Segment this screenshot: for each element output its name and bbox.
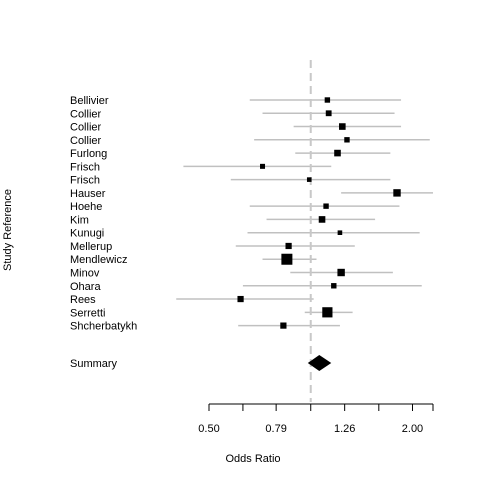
- point-estimate-marker: [323, 203, 329, 209]
- x-tick-label: 0.50: [198, 423, 219, 435]
- point-estimate-marker: [337, 230, 343, 235]
- point-estimate-marker: [306, 177, 312, 182]
- point-estimate-marker: [280, 322, 287, 329]
- point-estimate-marker: [318, 216, 326, 223]
- point-estimate-marker: [281, 253, 293, 265]
- x-axis-title: Odds Ratio: [225, 453, 280, 465]
- study-label: Serretti: [70, 307, 105, 319]
- study-label: Kim: [70, 214, 89, 226]
- study-label: Collier: [70, 108, 102, 120]
- study-label: Bellivier: [70, 95, 109, 107]
- study-label: Ohara: [70, 281, 101, 293]
- study-label: Frisch: [70, 161, 100, 173]
- point-estimate-marker: [324, 97, 331, 103]
- study-label: Shcherbatykh: [70, 321, 137, 333]
- study-label: Collier: [70, 122, 102, 134]
- summary-diamond: [307, 355, 332, 371]
- confidence-intervals: [176, 99, 433, 327]
- study-label: Minov: [70, 268, 100, 280]
- point-estimate-marker: [325, 110, 332, 117]
- x-tick-label: 1.26: [334, 423, 355, 435]
- x-axis: 0.50 0.79 1.26 2.00: [198, 403, 434, 435]
- study-label: Mellerup: [70, 241, 112, 253]
- study-labels: BellivierCollierCollierCollierFurlongFri…: [70, 95, 137, 370]
- point-estimate-marker: [337, 268, 345, 277]
- point-estimate-marker: [331, 283, 337, 289]
- study-label: Hoehe: [70, 201, 102, 213]
- study-label: Furlong: [70, 148, 107, 160]
- point-estimate-marker: [393, 189, 401, 197]
- point-estimate-marker: [334, 149, 341, 157]
- point-estimate-marker: [237, 295, 244, 303]
- x-tick-label: 0.79: [265, 423, 286, 435]
- point-estimates: [237, 97, 401, 371]
- study-label: Collier: [70, 135, 102, 147]
- study-label: Kunugi: [70, 228, 104, 240]
- y-axis-title: Study Reference: [2, 189, 14, 271]
- point-estimate-marker: [322, 307, 333, 318]
- x-tick-label: 2.00: [402, 423, 423, 435]
- study-label: Frisch: [70, 175, 100, 187]
- point-estimate-marker: [260, 163, 266, 169]
- point-estimate-marker: [285, 242, 292, 250]
- study-label: Rees: [70, 294, 96, 306]
- point-estimate-marker: [344, 137, 350, 143]
- point-estimate-marker: [339, 123, 346, 130]
- study-label: Mendlewicz: [70, 254, 127, 266]
- summary-label: Summary: [70, 358, 118, 370]
- study-label: Hauser: [70, 188, 106, 200]
